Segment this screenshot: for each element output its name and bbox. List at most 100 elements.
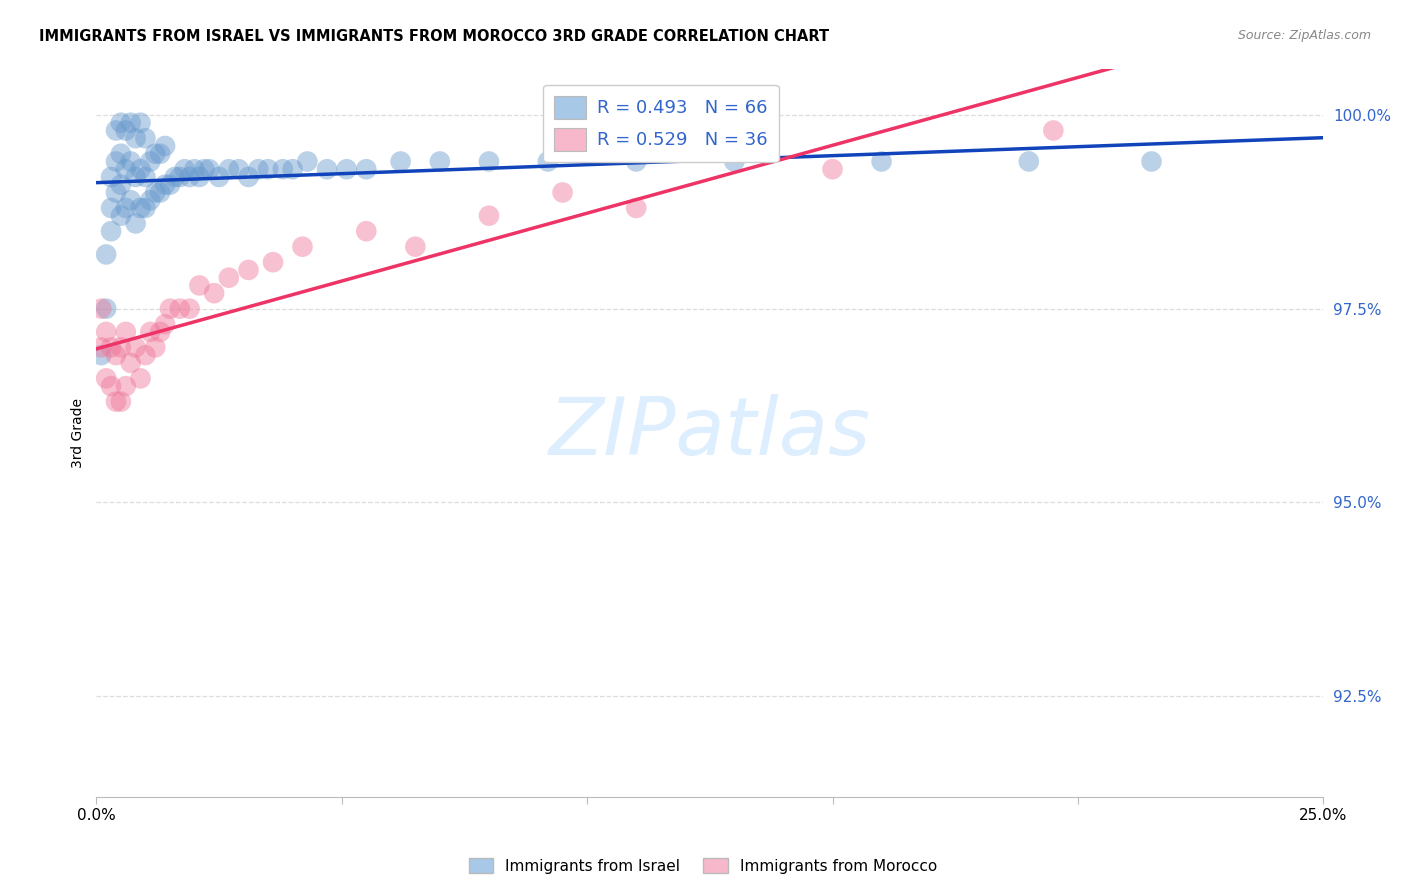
Point [129,371,152,385]
Point [114,325,136,339]
Point [96,247,118,261]
Point [104,394,127,409]
Point [90,340,112,354]
Point [821,162,844,177]
Point [193,162,215,177]
Point [143,146,166,161]
Y-axis label: 3rd Grade: 3rd Grade [72,398,86,467]
Point [120,356,142,370]
Point [228,162,250,177]
Point [247,162,270,177]
Point [100,169,122,184]
Point [124,217,146,231]
Point [624,154,647,169]
Point [100,379,122,393]
Point [153,317,176,331]
Point [114,162,136,177]
Point [153,139,176,153]
Point [110,394,132,409]
Point [124,131,146,145]
Point [96,325,118,339]
Point [551,186,574,200]
Point [316,162,339,177]
Legend: Immigrants from Israel, Immigrants from Morocco: Immigrants from Israel, Immigrants from … [463,852,943,880]
Point [96,371,118,385]
Point [478,209,501,223]
Point [110,340,132,354]
Point [149,146,172,161]
Point [218,162,240,177]
Point [169,169,191,184]
Point [297,154,319,169]
Point [114,123,136,137]
Point [159,301,181,316]
Point [624,201,647,215]
Point [100,340,122,354]
Point [356,224,378,238]
Text: Source: ZipAtlas.com: Source: ZipAtlas.com [1237,29,1371,42]
Point [114,201,136,215]
Point [139,325,162,339]
Text: ZIPatlas: ZIPatlas [548,393,870,472]
Point [124,340,146,354]
Point [179,301,201,316]
Point [723,154,745,169]
Point [90,301,112,316]
Point [183,162,205,177]
Point [429,154,451,169]
Point [262,255,284,269]
Point [104,186,127,200]
Point [124,169,146,184]
Point [120,154,142,169]
Point [389,154,412,169]
Point [238,169,260,184]
Point [218,270,240,285]
Point [139,154,162,169]
Point [870,154,893,169]
Point [96,301,118,316]
Point [257,162,280,177]
Point [114,379,136,393]
Point [110,209,132,223]
Point [104,123,127,137]
Point [134,169,156,184]
Text: IMMIGRANTS FROM ISRAEL VS IMMIGRANTS FROM MOROCCO 3RD GRADE CORRELATION CHART: IMMIGRANTS FROM ISRAEL VS IMMIGRANTS FRO… [39,29,830,44]
Legend: R = 0.493   N = 66, R = 0.529   N = 36: R = 0.493 N = 66, R = 0.529 N = 36 [543,85,779,162]
Point [100,224,122,238]
Point [134,201,156,215]
Point [202,286,225,301]
Point [149,186,172,200]
Point [159,178,181,192]
Point [404,240,426,254]
Point [356,162,378,177]
Point [90,348,112,362]
Point [134,348,156,362]
Point [179,169,201,184]
Point [198,162,221,177]
Point [1140,154,1163,169]
Point [169,301,191,316]
Point [134,131,156,145]
Point [336,162,359,177]
Point [291,240,314,254]
Point [100,201,122,215]
Point [129,116,152,130]
Point [281,162,304,177]
Point [1042,123,1064,137]
Point [188,278,211,293]
Point [153,178,176,192]
Point [110,146,132,161]
Point [208,169,231,184]
Point [173,162,195,177]
Point [110,178,132,192]
Point [163,169,186,184]
Point [110,116,132,130]
Point [149,325,172,339]
Point [120,193,142,207]
Point [271,162,294,177]
Point [104,348,127,362]
Point [478,154,501,169]
Point [238,263,260,277]
Point [139,193,162,207]
Point [1018,154,1040,169]
